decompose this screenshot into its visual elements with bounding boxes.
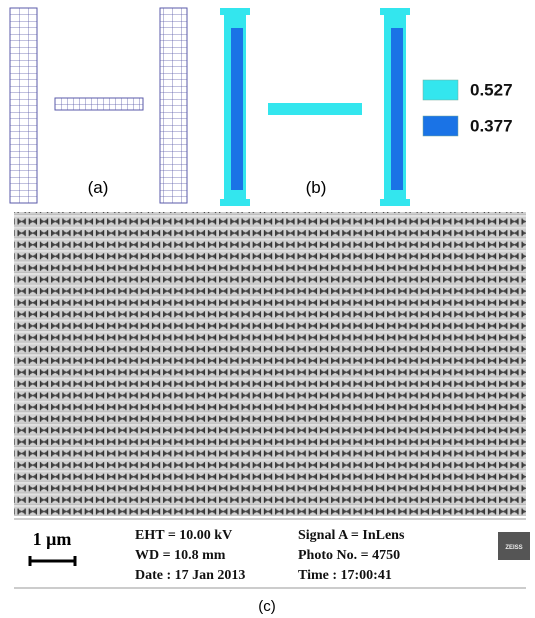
legend-label: 0.527 <box>470 80 513 99</box>
panel-c: 1 μm EHT = 10.00 kV WD = 10.8 mm Date : 17… <box>14 212 530 615</box>
info-text: Date : 17 Jan 2013 <box>135 568 245 583</box>
scale-bar <box>30 556 75 566</box>
cyan-bar <box>268 103 362 115</box>
info-text: Photo No. = 4750 <box>298 548 400 563</box>
mesh-column <box>160 8 187 203</box>
legend-swatch <box>423 80 458 100</box>
legend-label: 0.377 <box>470 116 513 135</box>
panel-a: (a) <box>10 8 187 203</box>
panel-label: (a) <box>88 178 109 197</box>
legend-swatch <box>423 116 458 136</box>
info-text: EHT = 10.00 kV <box>135 528 232 543</box>
info-text: Signal A = InLens <box>298 528 405 543</box>
info-text: WD = 10.8 mm <box>135 548 226 563</box>
figure: (a) (b) 0.527 0.377 1 μm EHT = 10.00 kV WD… <box>0 0 535 618</box>
mesh-bar <box>55 98 143 110</box>
blue-core <box>391 28 403 190</box>
blue-core <box>231 28 243 190</box>
info-text: Time : 17:00:41 <box>298 568 392 583</box>
legend: 0.527 0.377 <box>423 80 513 136</box>
info-block: EHT = 10.00 kV WD = 10.8 mm Date : 17 Jan … <box>135 528 405 583</box>
panel-b: (b) 0.527 0.377 <box>220 8 513 206</box>
scale-bar-label: 1 μm <box>33 529 72 549</box>
sem-image <box>14 212 526 516</box>
panel-label: (b) <box>306 178 327 197</box>
panel-label: (c) <box>258 598 276 615</box>
mesh-column <box>10 8 37 203</box>
logo: ZEISS <box>505 545 522 551</box>
